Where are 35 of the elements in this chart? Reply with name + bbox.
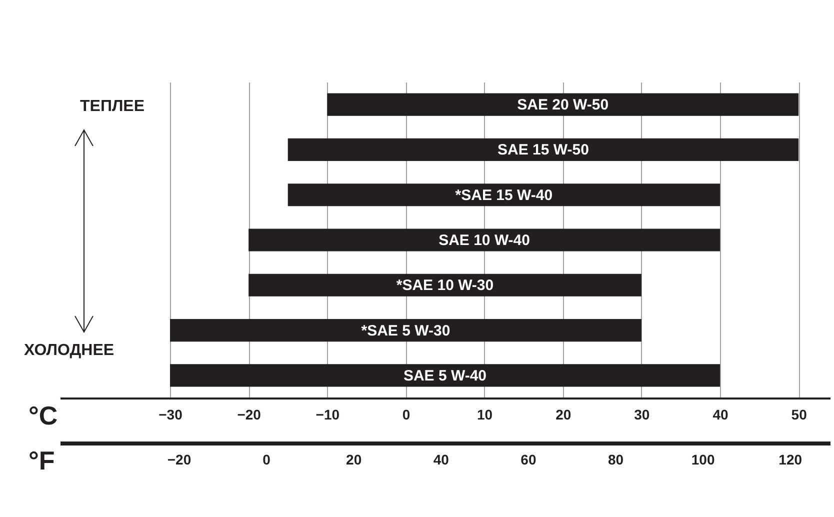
bar: [170, 364, 720, 387]
x2-tick-label: 100: [691, 452, 715, 468]
y-tick-label: *SAE 10 W-30: [396, 277, 494, 294]
x-tick-label: 20: [556, 406, 572, 422]
x-tick-label: 30: [634, 406, 650, 422]
y-tick-label: SAE 10 W-40: [438, 232, 530, 249]
x2-tick-label: 120: [778, 452, 802, 468]
y-tick-label: *SAE 15 W-40: [455, 186, 553, 204]
x2-tick-label: −20: [167, 452, 192, 468]
annotation: ТЕПЛЕЕ: [80, 98, 145, 116]
annotation: ХОЛОДНЕЕ: [24, 342, 114, 360]
bar: [248, 228, 720, 252]
y-tick-label: SAE 5 W-40: [403, 367, 487, 384]
x-axis-title: °C: [28, 400, 58, 430]
y-tick-label: SAE 15 W-50: [498, 142, 589, 159]
y-tick-label: SAE 20 W-50: [517, 96, 609, 114]
x-tick-label: 50: [791, 406, 808, 422]
x-tick-label: −20: [237, 406, 262, 422]
x-tick-label: 40: [712, 406, 728, 422]
x-tick-label: 0: [402, 406, 410, 422]
y-tick-label: *SAE 5 W-30: [361, 322, 450, 340]
bar: [288, 138, 799, 161]
bar: [248, 274, 642, 296]
x-tick-label: 10: [476, 406, 493, 422]
bar: [170, 319, 642, 342]
x2-tick-label: 20: [346, 452, 362, 468]
bar: [288, 184, 720, 206]
x-tick-label: −10: [316, 406, 340, 422]
x2-axis-title: °F: [28, 446, 55, 476]
x2-tick-label: 0: [262, 452, 271, 468]
x2-tick-label: 80: [608, 452, 624, 468]
x2-tick-label: 40: [433, 452, 450, 468]
x-tick-label: −30: [158, 406, 183, 422]
x2-tick-label: 60: [520, 452, 536, 468]
bar: [327, 93, 799, 116]
